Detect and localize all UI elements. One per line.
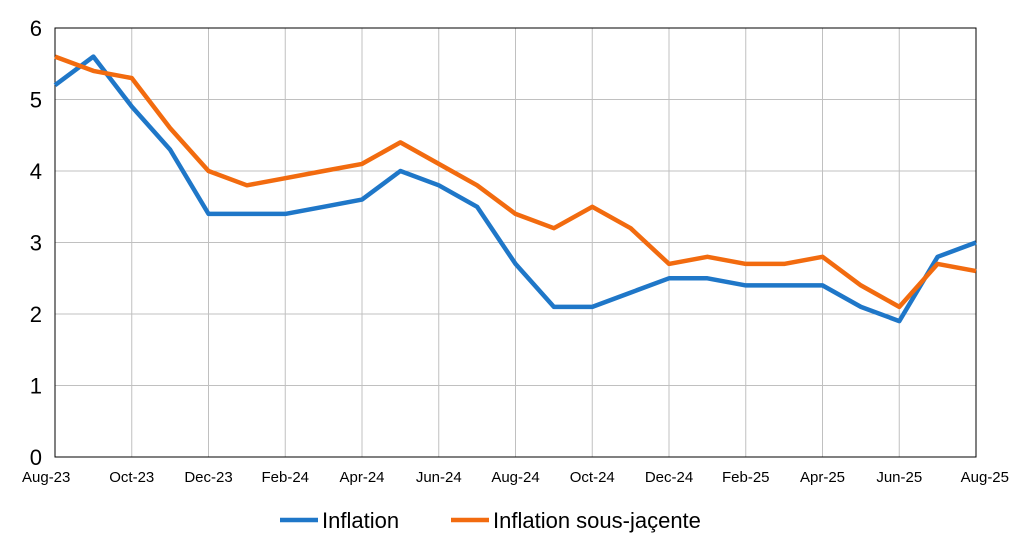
y-tick-label: 2: [30, 302, 42, 327]
y-tick-label: 6: [30, 16, 42, 41]
grid: [55, 28, 976, 457]
legend-label-1: Inflation sous-jaçente: [493, 508, 701, 533]
x-tick-label: Aug-23: [22, 469, 70, 486]
y-axis-ticks: 0 1 2 3 4 5 6: [30, 16, 42, 470]
x-tick-label: Oct-23: [109, 469, 154, 486]
x-tick-label: Feb-25: [722, 469, 770, 486]
x-tick-label: Apr-25: [800, 469, 845, 486]
x-tick-label: Feb-24: [261, 469, 309, 486]
legend: Inflation Inflation sous-jaçente: [280, 508, 701, 533]
series-line-0: [53, 54, 977, 324]
x-tick-label: Aug-24: [491, 469, 539, 486]
y-tick-label: 3: [30, 231, 42, 256]
series-lines: [53, 54, 977, 324]
legend-label-0: Inflation: [322, 508, 399, 533]
x-tick-label: Dec-24: [645, 469, 693, 486]
y-tick-label: 4: [30, 159, 42, 184]
y-tick-label: 5: [30, 88, 42, 113]
x-tick-label: Jun-24: [416, 469, 462, 486]
x-axis-ticks: Aug-23 Oct-23 Dec-23 Feb-24 Apr-24 Jun-24 Aug-…: [22, 469, 1009, 486]
x-tick-label: Aug-25: [961, 469, 1009, 486]
y-tick-label: 1: [30, 374, 42, 399]
y-tick-label: 0: [30, 445, 42, 470]
x-tick-label: Oct-24: [570, 469, 615, 486]
x-tick-label: Jun-25: [876, 469, 922, 486]
x-tick-label: Apr-24: [339, 469, 384, 486]
series-line-1: [54, 54, 977, 310]
x-tick-label: Dec-23: [184, 469, 232, 486]
